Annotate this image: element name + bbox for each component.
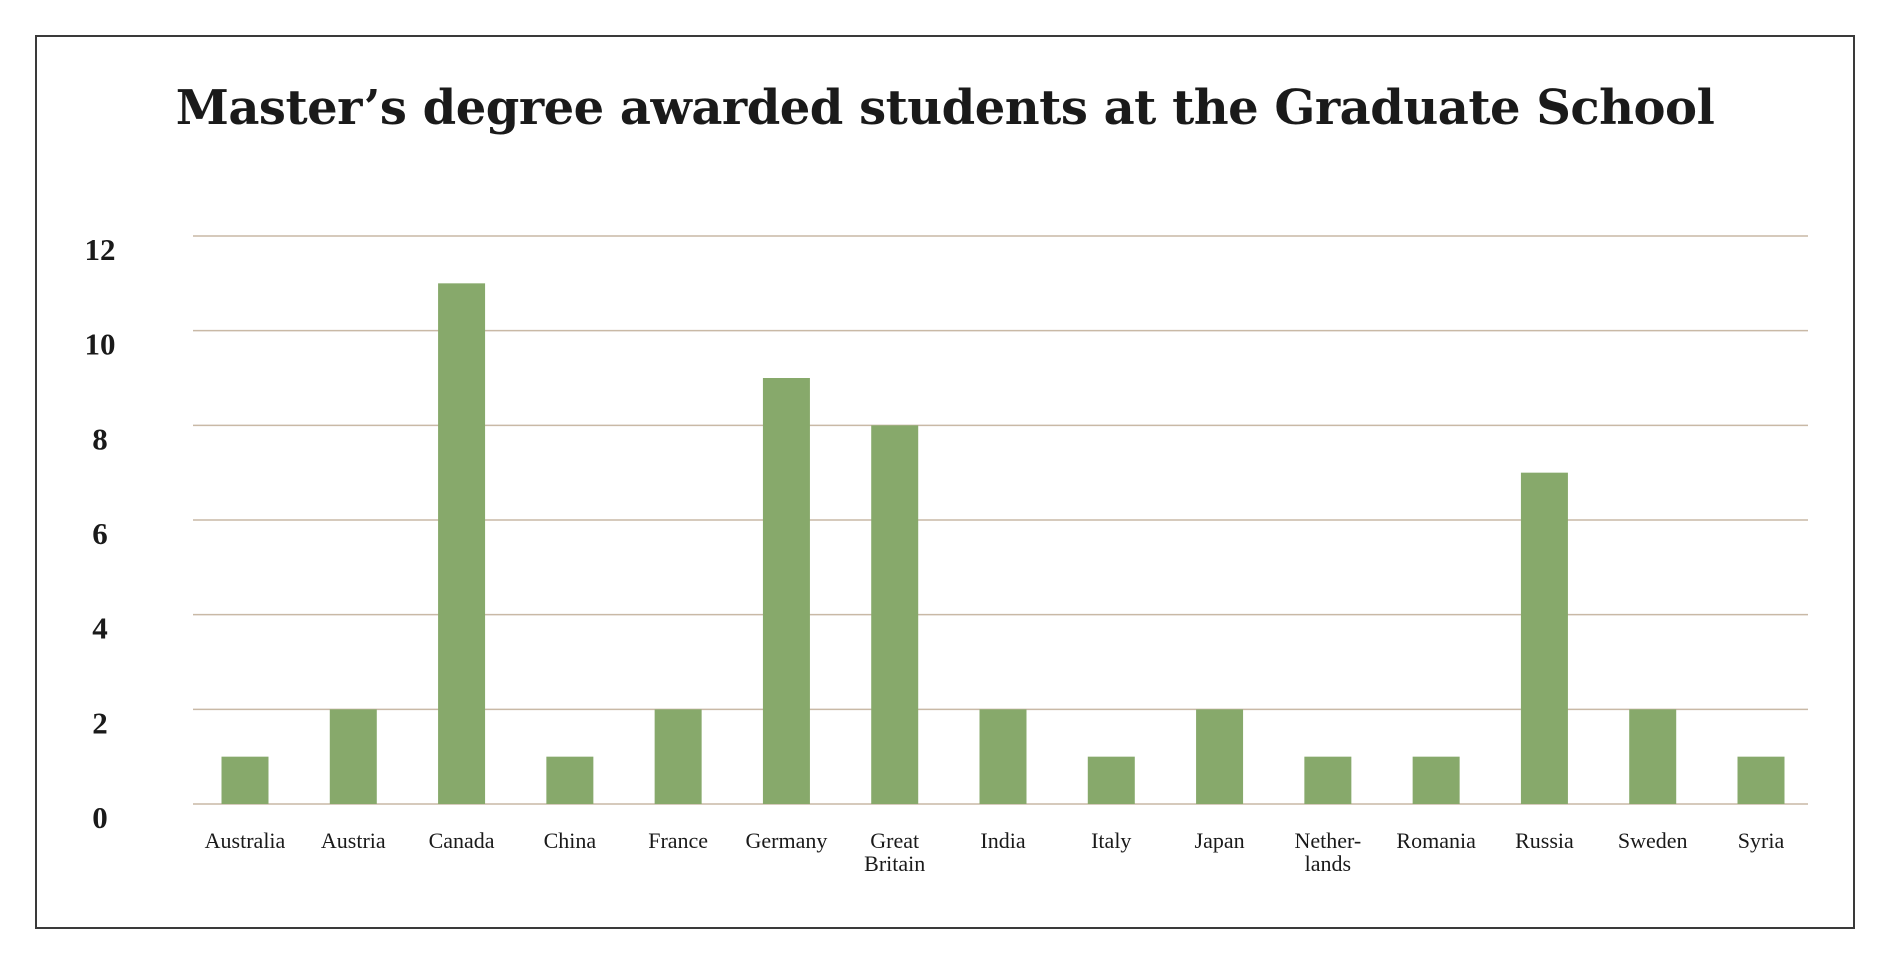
bar <box>1304 756 1352 804</box>
bar <box>1629 709 1677 804</box>
y-tick-label: 4 <box>92 611 108 646</box>
y-tick-label: 10 <box>85 327 116 362</box>
x-tick-label: Canada <box>429 828 495 853</box>
bar <box>1737 756 1785 804</box>
bar <box>221 756 269 804</box>
bar <box>1087 756 1135 804</box>
bar <box>1412 756 1460 804</box>
x-tick-label: India <box>980 828 1025 853</box>
y-tick-label: 2 <box>92 705 108 740</box>
y-tick-label: 12 <box>85 232 116 267</box>
x-tick-label: Romania <box>1396 828 1476 853</box>
x-tick-label: Germany <box>745 828 827 853</box>
chart-title: Master’s degree awarded students at the … <box>175 80 1715 136</box>
bar <box>979 709 1027 804</box>
x-tick-label: Japan <box>1195 828 1245 853</box>
bar <box>871 425 919 804</box>
x-tick-label: Nether-lands <box>1294 828 1361 876</box>
bar <box>762 378 810 804</box>
bar <box>1520 472 1568 804</box>
x-tick-label: France <box>648 828 708 853</box>
x-tick-label: Syria <box>1738 828 1785 853</box>
y-tick-label: 0 <box>92 800 108 835</box>
bar <box>654 709 702 804</box>
x-tick-label: Austria <box>321 828 386 853</box>
x-tick-label: Italy <box>1091 828 1131 853</box>
y-tick-label: 8 <box>92 421 108 456</box>
bar <box>1196 709 1244 804</box>
bar <box>546 756 594 804</box>
x-tick-label: China <box>544 828 597 853</box>
x-tick-label: Sweden <box>1618 828 1688 853</box>
x-tick-label: Russia <box>1515 828 1574 853</box>
x-tick-label: Australia <box>205 828 286 853</box>
bar <box>329 709 377 804</box>
bar <box>438 283 486 804</box>
x-tick-label: Great Britain <box>864 828 925 876</box>
y-tick-label: 6 <box>92 516 108 551</box>
